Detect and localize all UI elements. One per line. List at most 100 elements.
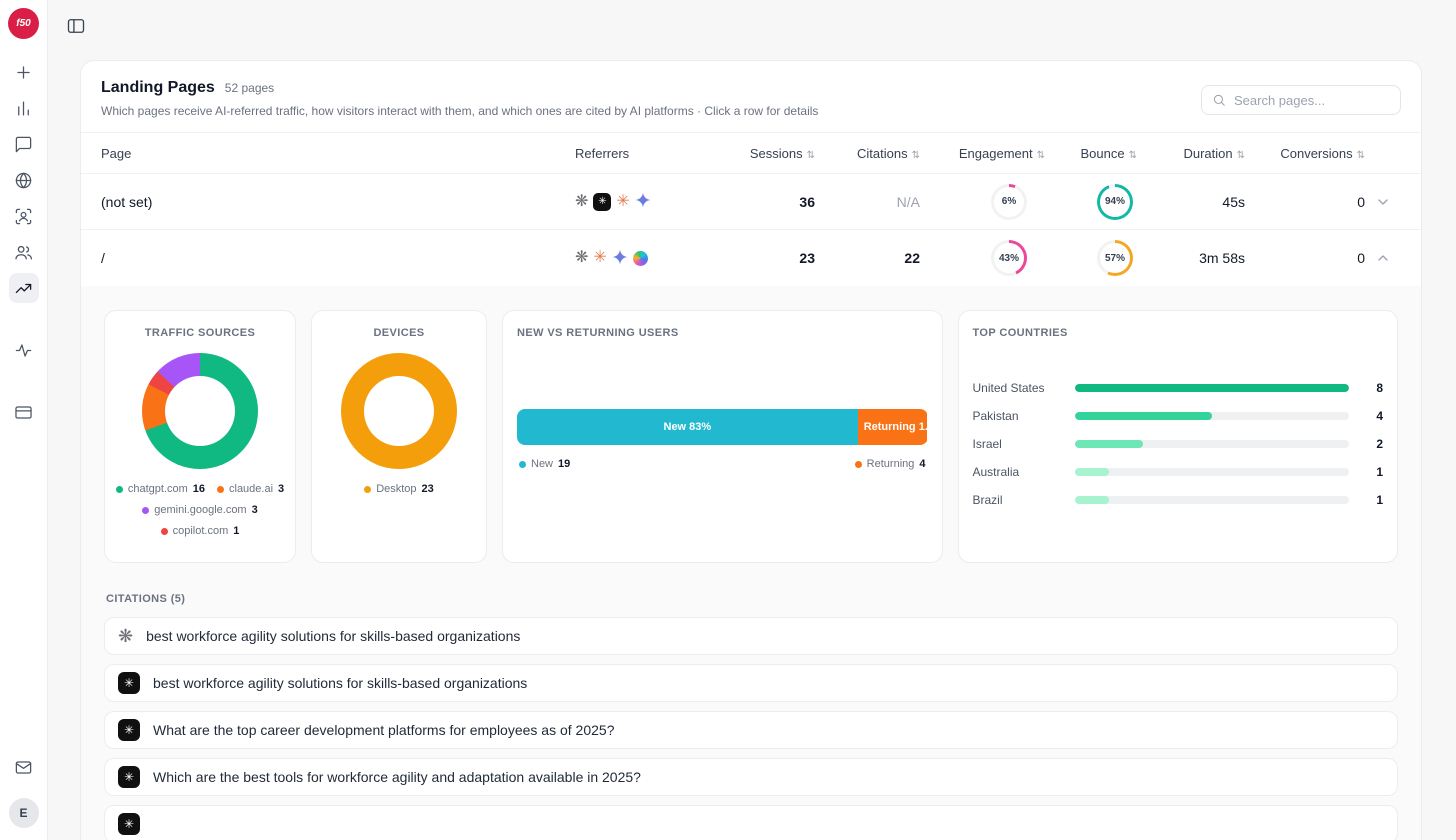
- sidebar-item-audience[interactable]: [9, 237, 39, 267]
- chatgpt-icon: ✳: [118, 766, 140, 788]
- collapse-row-button[interactable]: [1365, 250, 1401, 266]
- table-row[interactable]: (not set) ❋ ✳ ✳ 36 N/A 6% 94% 45s 0: [81, 174, 1421, 230]
- legend-item: claude.ai 3: [217, 483, 284, 495]
- citation-item[interactable]: ✳ best workforce agility solutions for s…: [104, 664, 1398, 702]
- card-header: Landing Pages 52 pages Which pages recei…: [81, 61, 1421, 132]
- search-box[interactable]: [1201, 85, 1401, 115]
- page-cell: (not set): [101, 193, 153, 210]
- legend-dot: [364, 485, 372, 493]
- sidebar-item-billing[interactable]: [9, 397, 39, 427]
- legend-item: Desktop 23: [364, 483, 434, 495]
- scan-face-icon: [15, 208, 32, 224]
- engagement-ring: 43%: [991, 240, 1027, 276]
- app-logo[interactable]: f50: [8, 8, 39, 39]
- landing-pages-card: Landing Pages 52 pages Which pages recei…: [80, 60, 1422, 840]
- openai-icon: ❋: [575, 249, 589, 266]
- openai-icon: ❋: [118, 626, 134, 646]
- sort-icon: [807, 146, 815, 161]
- conversions-cell: 0: [1357, 193, 1365, 210]
- country-row: Pakistan 4: [972, 409, 1384, 423]
- sidebar-item-agents[interactable]: [9, 201, 39, 231]
- card-header-text: Landing Pages 52 pages Which pages recei…: [101, 79, 818, 118]
- bar-chart-icon: [18, 101, 29, 115]
- legend-item: copilot.com 1: [160, 525, 239, 537]
- citation-item[interactable]: ❋ best workforce agility solutions for s…: [104, 617, 1398, 655]
- sort-icon: [1037, 146, 1045, 161]
- page-count-badge: 52 pages: [224, 81, 275, 95]
- sidebar-item-add[interactable]: [9, 57, 39, 87]
- conversions-cell: 0: [1357, 250, 1365, 266]
- sort-icon: [912, 146, 920, 161]
- activity-icon: [15, 343, 32, 357]
- sort-icon: [1129, 146, 1137, 161]
- table-row[interactable]: / ❋ ✳ 23 22 43% 57% 3m 58s 0: [81, 230, 1421, 286]
- top-countries-list: United States 8 Pakistan 4 Israel: [973, 381, 1384, 507]
- claude-icon: ✳: [616, 192, 630, 210]
- country-bar-fill-3: [1074, 468, 1109, 476]
- chatgpt-icon: ✳: [593, 192, 612, 211]
- column-header-page: Page: [101, 145, 132, 161]
- chatgpt-icon: ✳: [118, 813, 140, 835]
- sidebar-toggle-button[interactable]: [66, 16, 86, 39]
- citation-item[interactable]: ✳ Which are the best tools for workforce…: [104, 758, 1398, 796]
- bounce-cell: 57%: [1045, 240, 1137, 276]
- legend-dot: [854, 460, 862, 468]
- country-row: Brazil 1: [972, 493, 1384, 507]
- sidebar-item-chat[interactable]: [9, 129, 39, 159]
- traffic-sources-title: TRAFFIC SOURCES: [144, 327, 256, 339]
- devices-legend: Desktop 23: [326, 483, 472, 495]
- referrers-cell: ❋ ✳: [575, 249, 725, 268]
- duration-cell: 45s: [1222, 193, 1245, 210]
- main-content: Landing Pages 52 pages Which pages recei…: [48, 0, 1456, 840]
- chevron-down-icon: [1378, 198, 1388, 205]
- country-bar-track: [1074, 496, 1349, 504]
- sidebar-item-trends[interactable]: [8, 273, 39, 303]
- engagement-cell: 43%: [920, 240, 1045, 276]
- column-header-citations[interactable]: Citations: [815, 146, 920, 161]
- legend-item: chatgpt.com 16: [115, 483, 205, 495]
- column-header-referrers: Referrers: [575, 145, 630, 161]
- citations-title: CITATIONS (5): [106, 593, 186, 605]
- traffic-sources-donut: [142, 353, 258, 469]
- top-countries-panel: TOP COUNTRIES United States 8 Pakistan 4: [957, 310, 1398, 563]
- country-bar-fill-2: [1074, 440, 1144, 448]
- column-header-sessions[interactable]: Sessions: [725, 146, 815, 161]
- sidebar-item-activity[interactable]: [9, 335, 39, 365]
- column-header-engagement[interactable]: Engagement: [920, 146, 1045, 161]
- gemini-icon: [612, 249, 628, 268]
- panel-toggle-icon: [67, 19, 85, 33]
- citation-item[interactable]: ✳ What are the top career development pl…: [104, 711, 1398, 749]
- traffic-sources-panel: TRAFFIC SOURCES chatgpt.com 16 claude.ai 3…: [104, 310, 296, 563]
- chevron-up-icon: [1378, 255, 1388, 261]
- bounce-cell: 94%: [1045, 183, 1137, 220]
- column-header-conversions[interactable]: Conversions: [1245, 146, 1365, 161]
- column-header-bounce[interactable]: Bounce: [1045, 146, 1137, 161]
- search-input[interactable]: [1234, 92, 1390, 108]
- legend-dot: [217, 485, 224, 493]
- bounce-ring: 94%: [1097, 183, 1133, 220]
- legend-dot: [519, 460, 526, 468]
- user-avatar[interactable]: E: [8, 798, 39, 828]
- page-cell: /: [101, 250, 105, 266]
- sidebar-item-mail[interactable]: [9, 752, 39, 782]
- sidebar-item-web[interactable]: [9, 165, 39, 195]
- page-subtitle: Which pages receive AI-referred traffic,…: [101, 104, 819, 118]
- bounce-ring: 57%: [1097, 240, 1133, 276]
- citations-cell: 22: [904, 250, 920, 266]
- user-avatar-initial: E: [19, 806, 28, 820]
- expand-row-button[interactable]: [1365, 194, 1401, 210]
- expanded-row-details: TRAFFIC SOURCES chatgpt.com 16 claude.ai 3…: [81, 286, 1421, 840]
- sort-icon: [1357, 146, 1365, 161]
- search-icon: [1213, 94, 1225, 106]
- page-title: Landing Pages: [101, 79, 215, 96]
- copilot-icon: [632, 250, 648, 266]
- column-header-duration[interactable]: Duration: [1137, 146, 1245, 161]
- new-vs-returning-title: NEW VS RETURNING USERS: [517, 327, 679, 339]
- citation-item[interactable]: ✳: [104, 805, 1398, 840]
- citations-cell: N/A: [896, 193, 920, 210]
- chatgpt-icon: ✳: [118, 672, 140, 694]
- new-vs-returning-panel: NEW VS RETURNING USERS New 83% Returning…: [502, 310, 943, 563]
- new-vs-returning-bar: New 83% Returning 1...: [517, 409, 928, 445]
- sidebar-item-analytics[interactable]: [9, 93, 39, 123]
